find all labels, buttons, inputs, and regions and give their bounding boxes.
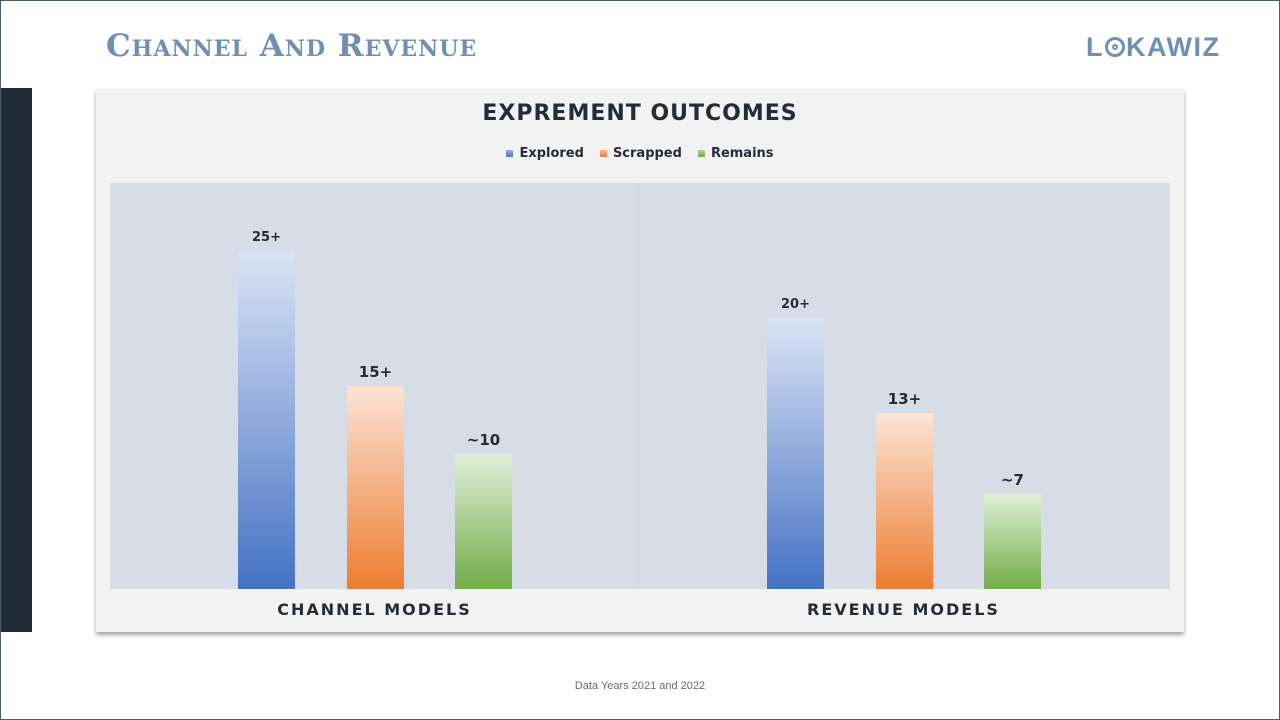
logo-globe-icon	[1105, 37, 1125, 57]
data-label-scrapped-revenue: 13+	[887, 390, 922, 409]
bar-remains-revenue	[984, 494, 1041, 589]
legend-swatch-explored	[506, 150, 514, 157]
legend-item-scrapped: Scrapped	[599, 146, 682, 161]
legend-swatch-remains	[697, 150, 705, 157]
logo-text-start: L	[1086, 31, 1104, 62]
data-label-remains-revenue: ~7	[1000, 471, 1024, 490]
bar-explored-channel	[238, 250, 295, 589]
legend-label-remains: Remains	[710, 146, 774, 161]
data-label-explored-channel: 25+	[252, 229, 281, 245]
category-label-revenue: REVENUE MODELS	[807, 600, 1000, 619]
legend-item-explored: Explored	[506, 146, 584, 161]
data-label-scrapped-channel: 15+	[358, 363, 393, 381]
slide-title: Channel And Revenue	[106, 28, 478, 64]
legend-label-explored: Explored	[519, 146, 584, 161]
logo-text-end: KAWIZ	[1126, 31, 1221, 62]
sidebar-accent	[1, 88, 32, 632]
brand-logo: L KAWIZ	[1086, 32, 1221, 62]
category-label-channel: CHANNEL MODELS	[277, 600, 472, 619]
bar-remains-channel	[455, 453, 512, 589]
bar-explored-revenue	[767, 318, 824, 589]
chart-card: EXPREMENT OUTCOMES Explored Scrapped Rem…	[96, 89, 1184, 632]
chart-title: EXPREMENT OUTCOMES	[482, 101, 798, 126]
bar-scrapped-channel	[347, 386, 404, 589]
data-label-remains-channel: ~10	[466, 430, 501, 449]
legend-item-remains: Remains	[697, 146, 774, 161]
category-divider	[638, 183, 639, 589]
chart-legend: Explored Scrapped Remains	[96, 146, 1184, 161]
plot-area: 25+ 15+ ~10 20+ 13+ ~7	[110, 183, 1170, 589]
footnote: Data Years 2021 and 2022	[574, 680, 706, 692]
data-label-explored-revenue: 20+	[781, 297, 810, 313]
legend-swatch-scrapped	[599, 150, 607, 157]
legend-label-scrapped: Scrapped	[612, 146, 682, 161]
bar-scrapped-revenue	[876, 413, 933, 589]
